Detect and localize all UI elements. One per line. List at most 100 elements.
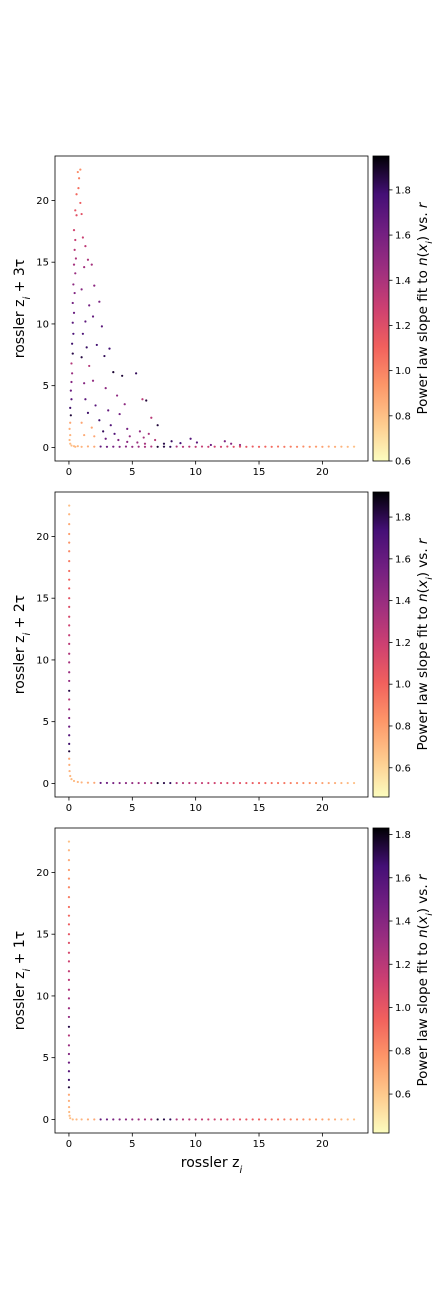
- data-point: [112, 1118, 115, 1121]
- data-point: [321, 1118, 324, 1121]
- data-point: [169, 1118, 172, 1121]
- data-point: [95, 343, 98, 347]
- data-point: [79, 168, 82, 171]
- y-tick-label: 10: [36, 655, 49, 666]
- x-tick-label: 0: [66, 467, 72, 478]
- data-point: [321, 781, 324, 785]
- data-point: [67, 877, 71, 880]
- data-point: [71, 1118, 74, 1121]
- data-point: [143, 781, 147, 785]
- y-tick-label: 10: [36, 319, 49, 330]
- data-point: [67, 978, 71, 981]
- data-point: [68, 742, 71, 746]
- y-tick-label: 5: [43, 1053, 49, 1064]
- data-point: [118, 412, 121, 416]
- y-tick-label: 15: [36, 930, 49, 941]
- data-point: [68, 569, 71, 573]
- data-point: [226, 781, 229, 785]
- data-point: [74, 272, 77, 275]
- data-point: [72, 228, 76, 232]
- data-point: [70, 398, 73, 401]
- colorbar-tick-label: 1.2: [395, 960, 411, 971]
- data-point: [74, 445, 77, 448]
- colorbar-tick-label: 1.8: [395, 830, 411, 841]
- x-tick-label: 0: [66, 803, 72, 814]
- data-point: [117, 438, 120, 442]
- x-tick-label: 20: [316, 467, 329, 478]
- data-point: [83, 266, 86, 269]
- data-point: [67, 923, 71, 926]
- data-point: [104, 437, 107, 440]
- data-point: [105, 1118, 109, 1121]
- colorbar-label: Power law slope fit to n(xi) vs. r: [415, 201, 432, 414]
- data-point: [245, 1118, 248, 1121]
- data-point: [264, 781, 267, 785]
- data-point: [179, 442, 182, 445]
- data-point: [115, 394, 119, 397]
- data-point: [67, 905, 71, 909]
- data-point: [67, 951, 71, 954]
- data-point: [195, 441, 199, 444]
- data-point: [75, 1118, 78, 1121]
- data-point: [121, 374, 124, 377]
- data-point: [67, 1044, 71, 1047]
- data-point: [257, 445, 261, 448]
- data-point: [352, 1118, 356, 1121]
- data-point: [170, 440, 173, 443]
- data-point: [238, 443, 242, 447]
- data-point: [162, 1118, 166, 1121]
- y-axis-label: rossler zi + 3τ: [12, 259, 33, 358]
- data-point: [108, 347, 111, 350]
- panel-3: 0 5 10 15 20 0 5 10 15 20 rossler zi + 1τ rossler z…: [12, 827, 432, 1176]
- colorbar-tick-label: 0.8: [395, 721, 411, 732]
- x-tick-label: 15: [253, 803, 266, 814]
- data-point: [68, 698, 71, 701]
- data-point: [276, 1118, 280, 1121]
- y-tick-label: 0: [43, 779, 49, 790]
- colorbar-tick-label: 0.8: [395, 411, 411, 422]
- data-point: [80, 356, 83, 359]
- colorbar-tick-label: 1.4: [395, 276, 411, 287]
- data-point: [68, 523, 71, 526]
- data-point: [156, 424, 159, 427]
- data-point: [86, 258, 90, 261]
- colorbar-tick-label: 1.4: [395, 917, 411, 928]
- data-point: [123, 403, 126, 406]
- data-point: [81, 332, 84, 335]
- data-point: [93, 284, 96, 287]
- data-point: [80, 445, 83, 448]
- data-point: [112, 370, 115, 374]
- data-point: [150, 416, 153, 419]
- data-point: [80, 781, 83, 784]
- scatter-points: [68, 504, 356, 785]
- data-point: [100, 325, 103, 328]
- data-point: [68, 541, 71, 544]
- data-point: [68, 734, 71, 737]
- y-tick-label: 20: [36, 532, 49, 543]
- data-point: [69, 1117, 72, 1120]
- data-point: [150, 1118, 153, 1121]
- data-point: [124, 445, 128, 448]
- data-point: [175, 781, 178, 785]
- data-point: [245, 781, 248, 785]
- data-point: [131, 445, 134, 448]
- data-point: [93, 435, 96, 438]
- data-point: [68, 716, 71, 720]
- data-point: [72, 779, 76, 783]
- data-point: [88, 304, 91, 307]
- y-axis-label: rossler zi + 1τ: [12, 931, 33, 1030]
- data-point: [70, 362, 73, 365]
- data-point: [289, 445, 292, 448]
- data-point: [154, 438, 157, 442]
- data-point: [141, 398, 144, 401]
- data-point: [80, 421, 83, 424]
- data-point: [67, 960, 71, 963]
- data-point: [98, 300, 101, 303]
- data-point: [346, 445, 349, 448]
- colorbar: 0.6 0.8 1.0 1.2 1.4 1.6 1.8 Power law slope fit…: [372, 491, 432, 798]
- data-point: [76, 780, 79, 784]
- data-point: [143, 1118, 147, 1121]
- data-point: [340, 1118, 343, 1121]
- data-point: [327, 1118, 330, 1121]
- data-point: [93, 781, 96, 784]
